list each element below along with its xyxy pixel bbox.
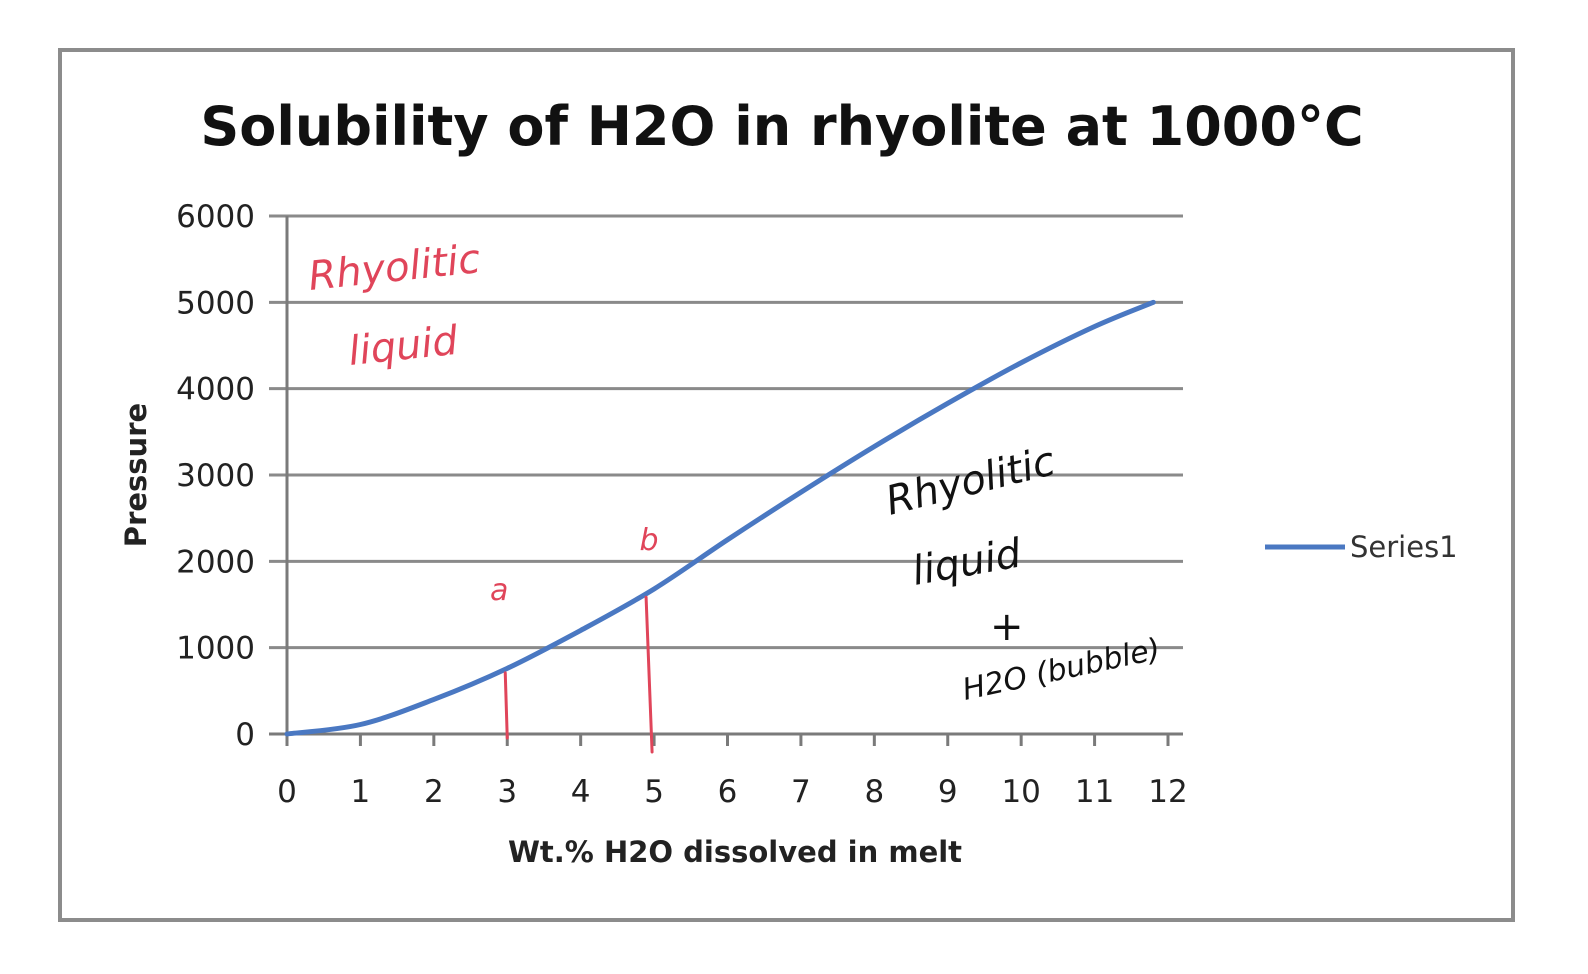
y-tick-label-1000: 1000 xyxy=(176,631,255,667)
y-tick-label-4000: 4000 xyxy=(176,372,255,408)
x-tick-label-8: 8 xyxy=(864,774,884,810)
chart-frame xyxy=(58,48,1515,922)
chart-title: Solubility of H2O in rhyolite at 1000°C xyxy=(200,95,1363,158)
y-axis-label: Pressure xyxy=(119,403,153,547)
y-tick-labels: 0 1000 2000 3000 4000 5000 6000 xyxy=(176,199,255,753)
x-tick-label-2: 2 xyxy=(424,774,444,810)
y-tick-label-0: 0 xyxy=(235,717,255,753)
x-tick-label-12: 12 xyxy=(1148,774,1187,810)
x-tick-label-11: 11 xyxy=(1075,774,1114,810)
annotation-rhyolitic-liquid-line2: liquid xyxy=(346,318,460,375)
annotation-marker-a xyxy=(503,671,509,740)
series-lines xyxy=(284,299,1156,737)
x-tick-label-1: 1 xyxy=(351,774,371,810)
annotation-marker-b xyxy=(644,595,654,754)
axes xyxy=(269,216,1183,746)
x-tick-label-6: 6 xyxy=(718,774,738,810)
y-tick-label-2000: 2000 xyxy=(176,544,255,580)
x-tick-labels: 0 1 2 3 4 5 6 7 8 9 10 11 12 xyxy=(277,774,1188,810)
legend-label-series1: Series1 xyxy=(1350,530,1458,564)
annotation-label-a: a xyxy=(490,573,508,608)
x-tick-label-10: 10 xyxy=(1001,774,1040,810)
y-tick-label-6000: 6000 xyxy=(176,199,255,235)
series-line-Series1 xyxy=(284,299,1156,737)
annotation-label-b: b xyxy=(640,523,659,558)
x-axis-label: Wt.% H2O dissolved in melt xyxy=(508,835,962,869)
x-tick-label-5: 5 xyxy=(644,774,664,810)
legend: Series1 xyxy=(1265,530,1458,564)
x-tick-label-4: 4 xyxy=(571,774,591,810)
x-tick-label-0: 0 xyxy=(277,774,297,810)
x-tick-label-9: 9 xyxy=(938,774,958,810)
y-tick-label-3000: 3000 xyxy=(176,458,255,494)
y-tick-label-5000: 5000 xyxy=(176,285,255,321)
x-tick-label-7: 7 xyxy=(791,774,811,810)
annotation-two-phase-line3: + xyxy=(990,604,1024,650)
x-tick-label-3: 3 xyxy=(497,774,517,810)
